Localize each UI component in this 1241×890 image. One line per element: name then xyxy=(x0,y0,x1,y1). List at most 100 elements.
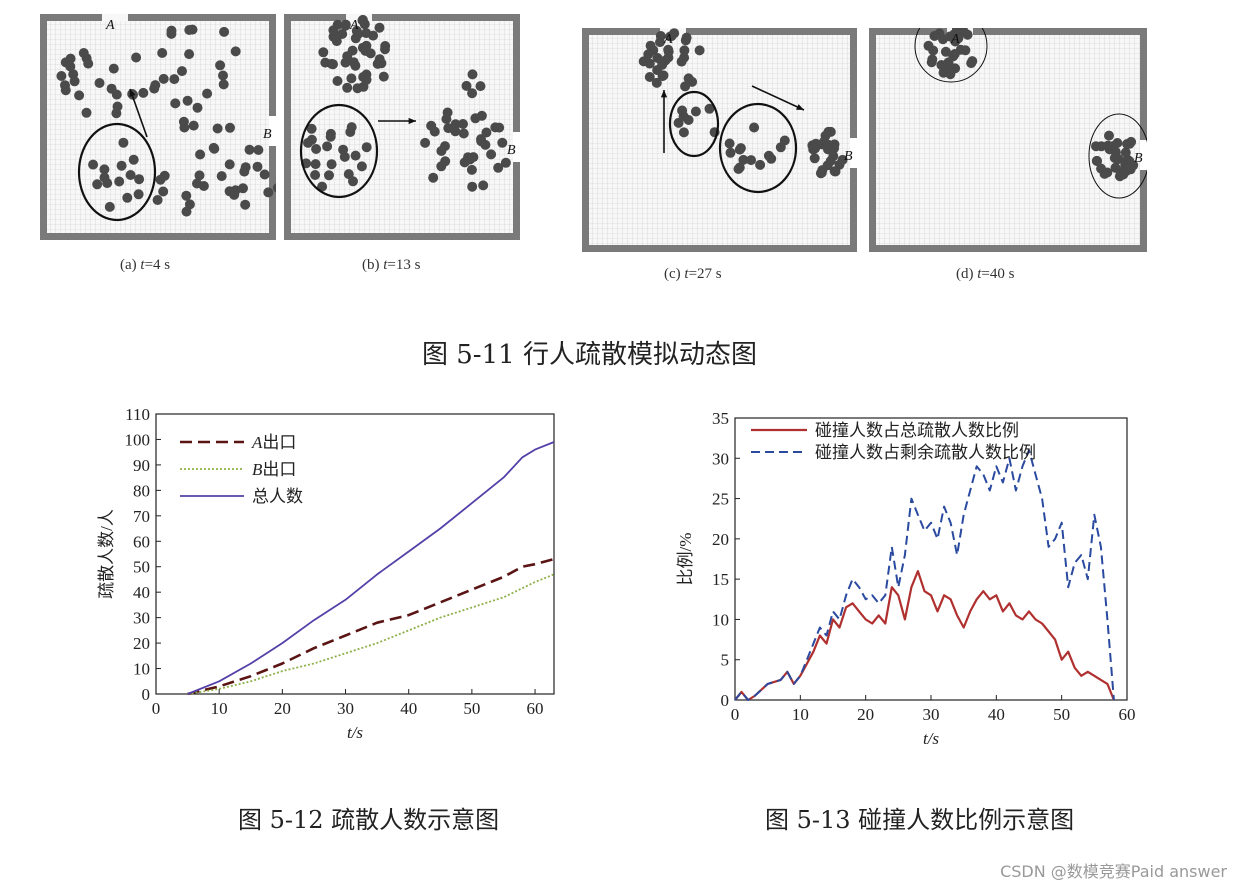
pedestrian-dot xyxy=(356,161,367,172)
pedestrian-dot xyxy=(184,199,195,210)
pedestrian-dot xyxy=(1092,156,1103,166)
pedestrian-dot xyxy=(494,122,505,133)
y-tick-label: 110 xyxy=(125,405,150,424)
pedestrian-dot xyxy=(346,73,357,84)
pedestrian-dot xyxy=(440,156,451,167)
pedestrian-dot xyxy=(1118,169,1129,180)
y-tick-label: 10 xyxy=(712,610,729,629)
pedestrian-dot xyxy=(339,151,350,162)
pedestrian-dot xyxy=(263,187,274,198)
pedestrian-dot xyxy=(837,154,848,165)
pedestrian-dot xyxy=(361,142,372,153)
pedestrian-dot xyxy=(219,26,230,37)
pedestrian-dot xyxy=(112,101,123,112)
sim-caption-d-t: t xyxy=(977,266,982,282)
pedestrian-dot xyxy=(365,48,376,59)
pedestrian-dot xyxy=(350,150,361,161)
pedestrian-dot xyxy=(478,180,489,191)
sim-caption-b-t: t xyxy=(383,257,388,273)
pedestrian-dot xyxy=(923,40,934,51)
pedestrian-dot xyxy=(104,201,115,212)
pedestrian-dot xyxy=(1112,138,1123,148)
highlight-circle xyxy=(914,28,988,83)
pedestrian-dot xyxy=(208,142,219,153)
y-tick-label: 70 xyxy=(133,507,150,526)
pedestrian-dot xyxy=(374,22,385,33)
pedestrian-dot xyxy=(225,122,235,133)
pedestrian-dot xyxy=(378,71,389,82)
exit-b-label: B xyxy=(844,149,853,164)
movement-arrowhead xyxy=(660,90,668,98)
pedestrian-dot xyxy=(133,189,144,200)
pedestrian-dot xyxy=(94,78,105,88)
pedestrian-dot xyxy=(945,69,956,80)
pedestrian-dot xyxy=(950,36,961,47)
x-tick-label: 40 xyxy=(988,705,1005,724)
pedestrian-dot xyxy=(652,65,663,76)
legend-label: A出口 xyxy=(251,433,296,452)
pedestrian-dot xyxy=(429,126,440,137)
pedestrian-dot xyxy=(725,147,736,158)
sim-caption-b: (b) t=13 s xyxy=(362,257,420,274)
pedestrian-dot xyxy=(816,167,827,178)
pedestrian-dot xyxy=(420,137,431,148)
series-line-0 xyxy=(187,557,555,696)
pedestrian-dot xyxy=(779,135,790,146)
pedestrian-dot xyxy=(158,73,169,84)
sim-caption-a-t: t xyxy=(140,257,145,273)
pedestrian-dot xyxy=(823,139,834,150)
pedestrian-dot xyxy=(676,56,687,67)
exit-a-label: A xyxy=(105,18,115,33)
pedestrian-dot xyxy=(450,126,461,137)
chart-collision-ratio: 0 10 20 30 40 50 60 0 5 10 15 20 25 30 35 t/s 比例/% 碰撞人数占总… xyxy=(655,398,1155,758)
exit-b-gap xyxy=(513,132,520,162)
pedestrian-dot xyxy=(65,61,76,72)
legend-label: 碰撞人数占总疏散人数比例 xyxy=(815,421,1019,440)
movement-arrow xyxy=(129,88,148,138)
series-line-1 xyxy=(187,573,555,695)
x-tick-label: 50 xyxy=(1053,705,1070,724)
pedestrian-dot xyxy=(192,102,203,113)
sim-caption-a-rest: =4 s xyxy=(144,257,171,273)
y-tick-label: 25 xyxy=(712,490,729,509)
pedestrian-dot xyxy=(470,113,481,124)
pedestrian-dot xyxy=(738,154,749,165)
pedestrian-dot xyxy=(102,178,113,189)
sim-panel-d-canvas: AB xyxy=(869,28,1147,252)
pedestrian-dot xyxy=(195,149,206,160)
pedestrian-dot xyxy=(114,176,125,187)
chart-collision-ratio-svg: 0 10 20 30 40 50 60 0 5 10 15 20 25 30 35 t/s 比例/% 碰撞人数占总… xyxy=(676,409,1136,748)
y-tick-label: 35 xyxy=(712,409,729,428)
pedestrian-dot xyxy=(81,107,92,118)
y-tick-label: 30 xyxy=(133,609,150,628)
pedestrian-dot xyxy=(475,81,486,92)
pedestrian-dot xyxy=(169,74,180,85)
sim-panel-a-canvas: AB xyxy=(40,14,276,240)
pedestrian-dot xyxy=(694,45,705,56)
pedestrian-dot xyxy=(643,49,654,60)
pedestrian-dot xyxy=(177,66,187,77)
pedestrian-dot xyxy=(936,60,947,70)
pedestrian-dot xyxy=(497,137,508,148)
pedestrian-dot xyxy=(724,138,735,149)
chart-evacuated-count-svg: 0 10 20 30 40 50 60 0 10 20 30 40 50 60 70 80 90 100 110 t/… xyxy=(97,405,555,742)
pedestrian-dot xyxy=(1120,147,1131,158)
pedestrian-dot xyxy=(342,51,353,62)
pedestrian-dot xyxy=(481,127,492,138)
pedestrian-dot xyxy=(326,159,337,170)
sim-panel-c-canvas: AB xyxy=(582,28,857,252)
x-tick-label: 0 xyxy=(152,699,161,718)
pedestrian-dot xyxy=(680,81,691,92)
y-tick-label: 100 xyxy=(125,430,151,449)
exit-a-label: A xyxy=(349,18,359,33)
movement-arrowhead xyxy=(129,89,136,97)
sim-caption-c-rest: =27 s xyxy=(688,266,722,282)
grid-floor xyxy=(291,21,513,233)
figure-5-12-caption: 图 5-12 疏散人数示意图 xyxy=(238,806,500,834)
pedestrian-dot xyxy=(122,192,133,203)
highlight-circle xyxy=(1088,113,1147,199)
sim-caption-a: (a) t=4 s xyxy=(120,257,170,274)
